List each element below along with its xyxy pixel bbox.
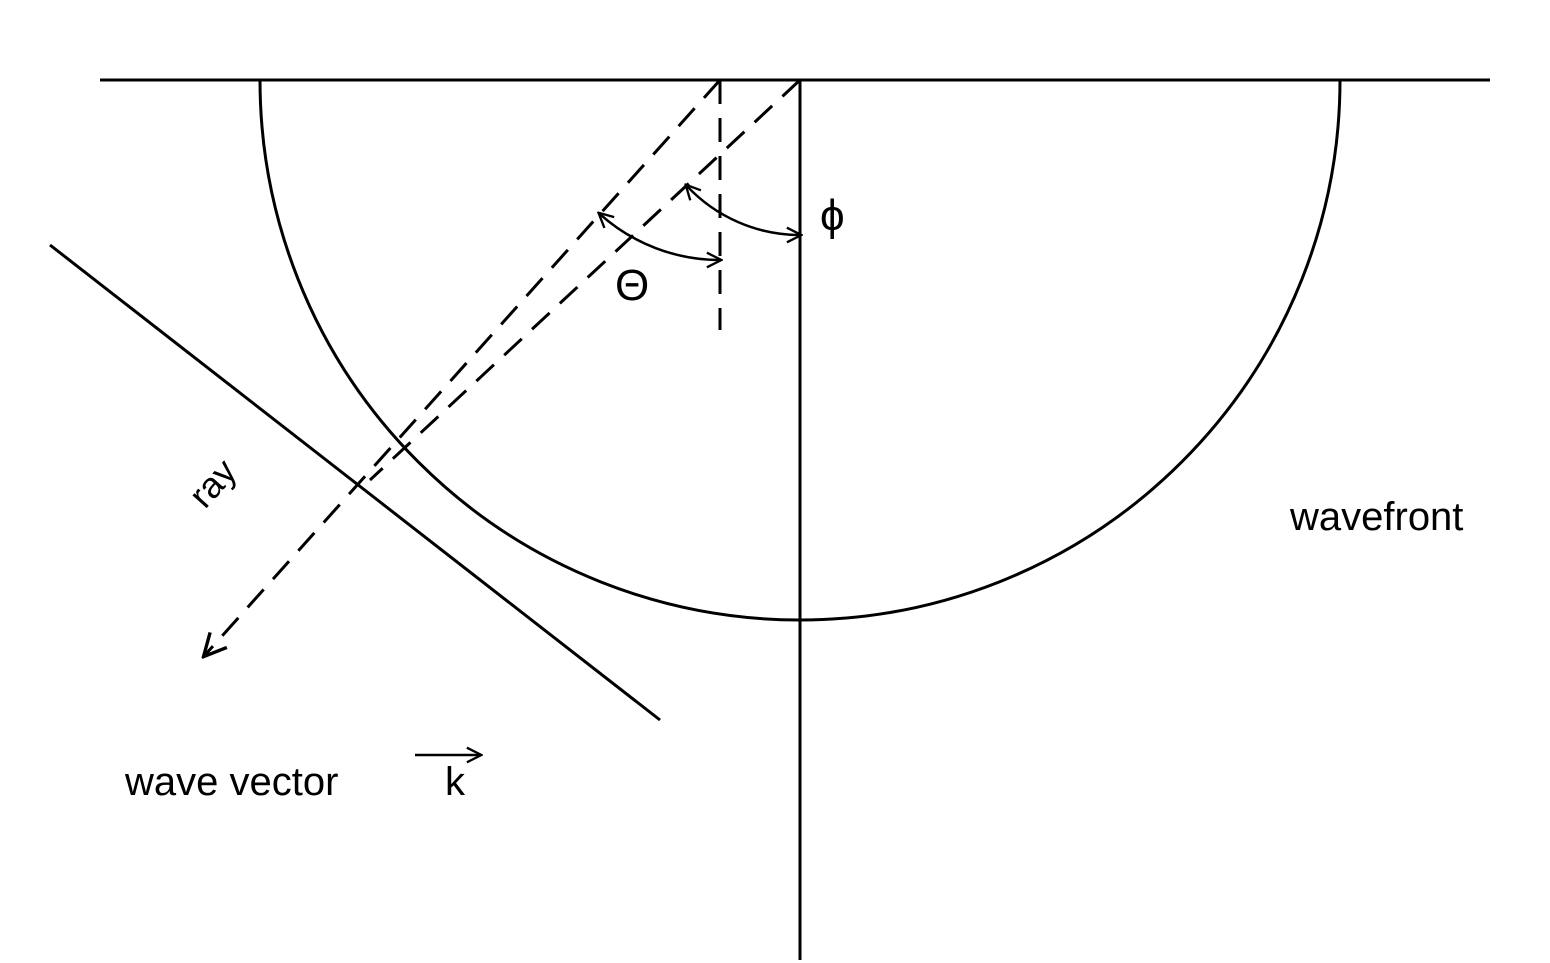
- wavefront-label: wavefront: [1289, 495, 1463, 539]
- theta-ray-dashed: [205, 80, 720, 655]
- phi-ray-dashed: [370, 80, 800, 480]
- theta-angle-arc: [600, 214, 720, 260]
- ray-label: ray: [180, 451, 244, 516]
- wavefront-diagram: wavefront wave vector k ray Θ ϕ: [0, 0, 1550, 963]
- wave-vector-k-label: k: [445, 760, 466, 804]
- phi-label: ϕ: [820, 191, 845, 240]
- phi-angle-arc: [687, 186, 800, 235]
- tangent-line: [50, 245, 660, 720]
- wave-vector-label: wave vector: [124, 760, 338, 804]
- theta-label: Θ: [615, 261, 649, 310]
